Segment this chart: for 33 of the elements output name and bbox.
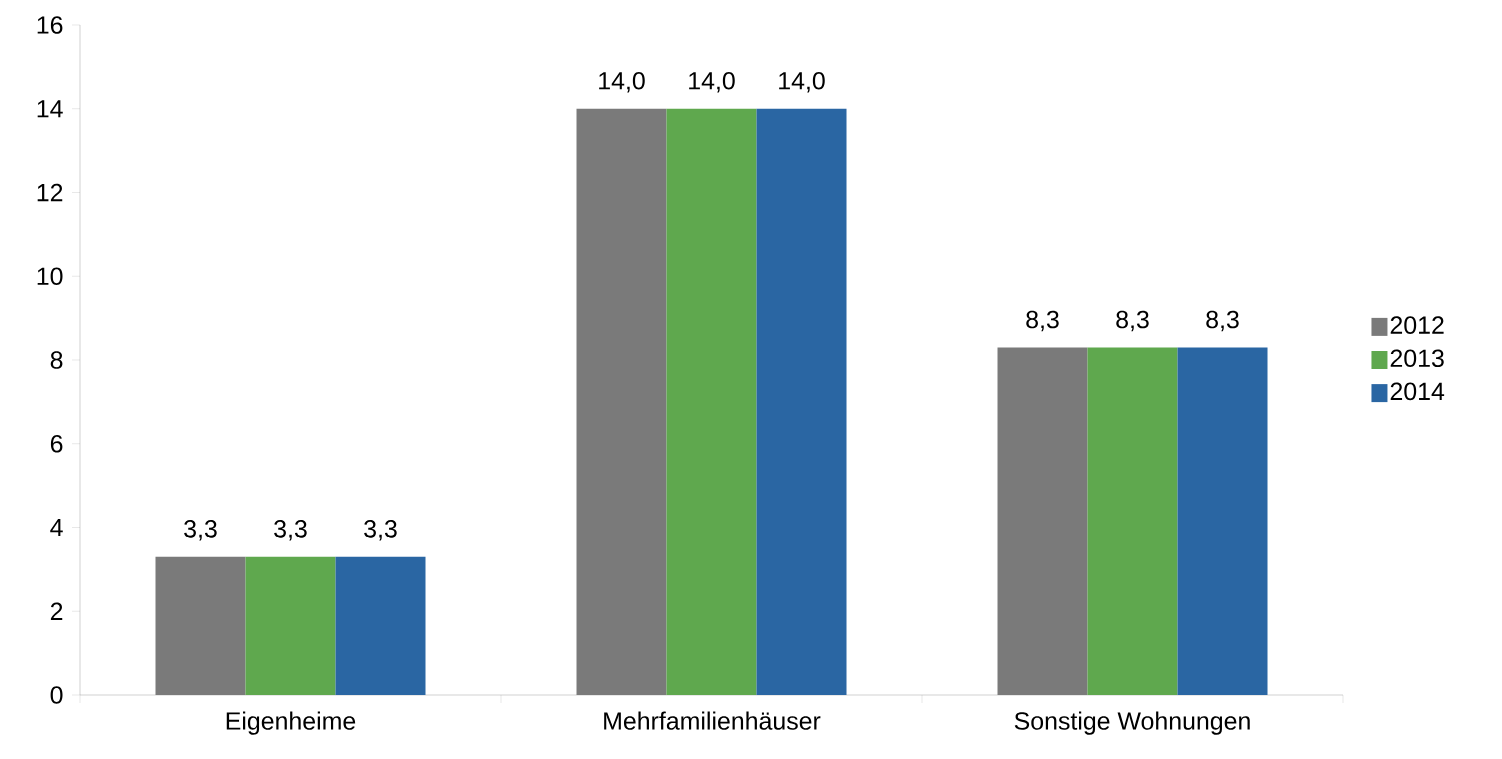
data-label: 14,0: [779, 71, 825, 93]
y-tick-label: 16: [37, 16, 63, 34]
y-tick-label: 14: [37, 100, 63, 118]
bar: [756, 108, 847, 695]
data-label: 14,0: [599, 71, 645, 93]
y-tick-label: 12: [37, 183, 63, 202]
x-tick-label: Eigenheime: [226, 711, 356, 735]
bar: [997, 347, 1088, 695]
data-label: 8,3: [1026, 310, 1059, 332]
data-label: 3,3: [274, 520, 307, 541]
y-tick-label: 0: [50, 686, 63, 704]
bar: [155, 556, 246, 695]
data-label: 3,3: [184, 520, 217, 541]
legend-label: 2012: [1390, 316, 1444, 334]
legend-label: 2014: [1390, 382, 1445, 401]
y-tick-label: 4: [50, 518, 63, 537]
bar: [335, 556, 426, 695]
data-label: 3,3: [364, 520, 397, 541]
bar: [245, 556, 336, 695]
data-label: 8,3: [1116, 310, 1149, 332]
x-tick-label: Mehrfamilienhäuser: [604, 711, 821, 730]
bar: [1177, 347, 1268, 695]
y-tick-label: 6: [50, 434, 63, 453]
bar: [576, 108, 667, 695]
x-tick-label: Sonstige Wohnungen: [1014, 711, 1250, 735]
bar: [1087, 347, 1178, 695]
bar: [666, 108, 757, 695]
data-label: 8,3: [1206, 310, 1239, 332]
y-tick-label: 8: [50, 351, 63, 369]
y-tick-label: 10: [37, 267, 63, 286]
legend-label: 2013: [1390, 349, 1444, 368]
data-label: 14,0: [689, 71, 735, 93]
y-tick-label: 2: [50, 602, 63, 620]
